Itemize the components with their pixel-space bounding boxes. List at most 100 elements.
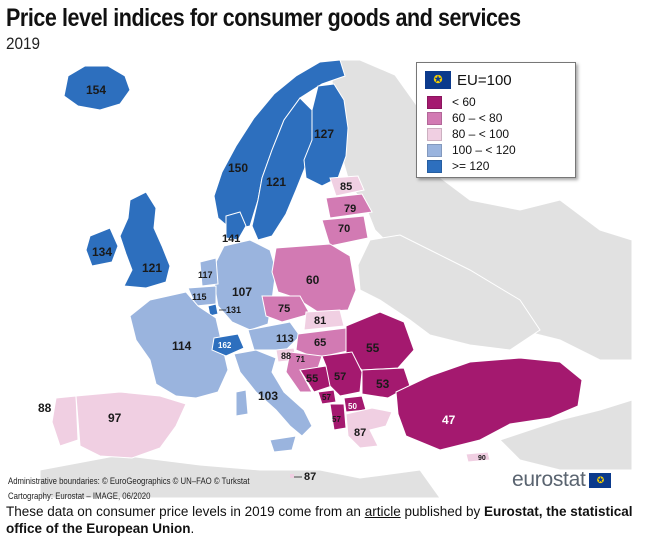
legend-swatch (427, 159, 442, 173)
eurostat-logo: eurostat ✪ (512, 468, 612, 492)
region-lithuania (321, 215, 369, 247)
legend-item: 80 – < 100 (427, 127, 509, 141)
region-sicily (269, 435, 297, 453)
region-austria (247, 321, 301, 351)
eu-flag-icon: ✪ (589, 472, 612, 488)
page-title: Price level indices for consumer goods a… (6, 4, 521, 32)
label-romania: 55 (366, 341, 380, 355)
label-sweden: 121 (266, 175, 286, 189)
label-croatia: 71 (296, 355, 305, 364)
region-latvia (325, 193, 373, 219)
label-portugal: 88 (38, 401, 52, 415)
region-malta (290, 474, 294, 478)
label-albania: 57 (332, 415, 341, 424)
land-belarus-ukraine (357, 234, 541, 351)
legend-label: 60 – < 80 (452, 111, 503, 125)
region-spain (75, 391, 187, 459)
label-austria: 113 (276, 333, 294, 345)
label-turkey: 47 (442, 413, 456, 427)
label-latvia: 79 (344, 203, 356, 215)
region-italy (233, 349, 313, 437)
legend-label: >= 120 (452, 159, 490, 173)
label-denmark: 141 (222, 233, 240, 245)
label-luxembourg: 131 (226, 305, 241, 315)
label-estonia: 85 (340, 181, 352, 193)
region-ireland (85, 227, 119, 267)
label-finland: 127 (314, 127, 334, 141)
caption-end: . (190, 521, 195, 536)
caption-text-2: published by (400, 504, 485, 519)
label-norway: 150 (228, 161, 248, 175)
region-luxembourg (207, 303, 219, 317)
map-credits: Administrative boundaries: © EuroGeograp… (8, 474, 250, 504)
legend-header: ✪ EU=100 (425, 69, 512, 91)
legend-label: 80 – < 100 (452, 127, 510, 141)
legend-item: 60 – < 80 (427, 111, 502, 125)
label-iceland: 154 (86, 83, 106, 97)
legend-label: 100 – < 120 (452, 143, 516, 157)
eu-flag-icon: ✪ (425, 71, 451, 89)
label-germany: 107 (232, 285, 252, 299)
legend-item: >= 120 (427, 159, 489, 173)
legend-item: 100 – < 120 (427, 143, 516, 157)
region-switzerland (211, 333, 245, 357)
label-belgium: 115 (192, 292, 207, 302)
label-italy: 103 (258, 389, 278, 403)
region-croatia (285, 351, 323, 393)
credits-cartography: Cartography: Eurostat – IMAGE, 06/2020 (8, 491, 151, 502)
region-netherlands (199, 257, 219, 287)
legend-swatch (427, 95, 442, 109)
region-finland (303, 83, 349, 187)
region-sardinia (235, 389, 249, 417)
label-spain: 97 (108, 411, 122, 425)
region-portugal (51, 395, 79, 447)
region-slovakia (303, 309, 345, 331)
page-subtitle: 2019 (6, 34, 41, 53)
label-north-macedonia: 50 (348, 402, 357, 411)
label-switzerland: 162 (218, 341, 232, 350)
label-czechia: 75 (278, 303, 290, 315)
label-bulgaria: 53 (376, 377, 390, 391)
label-malta: 87 (304, 471, 316, 483)
label-uk: 121 (142, 261, 162, 275)
label-hungary: 65 (314, 337, 326, 349)
article-link[interactable]: article (364, 504, 401, 519)
map-legend: ✪ EU=100 < 60 60 – < 80 80 – < 100 100 –… (416, 62, 576, 178)
region-norway (213, 59, 346, 231)
label-greece: 87 (354, 427, 366, 439)
label-netherlands: 117 (198, 270, 213, 280)
legend-label: < 60 (452, 95, 476, 109)
region-cyprus (465, 451, 491, 463)
region-denmark (225, 211, 247, 241)
label-poland: 60 (306, 273, 320, 287)
label-bosnia: 55 (306, 373, 318, 385)
region-serbia (321, 351, 363, 397)
legend-title: EU=100 (457, 71, 512, 89)
region-greece (345, 407, 393, 449)
region-estonia (329, 175, 365, 197)
brand-name: eurostat (512, 468, 586, 491)
legend-swatch (427, 143, 442, 157)
region-montenegro (317, 389, 337, 405)
label-lithuania: 70 (338, 223, 350, 235)
land-africa (39, 454, 441, 499)
caption: These data on consumer price levels in 2… (6, 503, 646, 537)
label-slovakia: 81 (314, 315, 326, 327)
legend-swatch (427, 127, 442, 141)
label-france: 114 (172, 339, 192, 353)
label-cyprus: 90 (478, 455, 486, 462)
credits-boundaries: Administrative boundaries: © EuroGeograp… (8, 476, 250, 487)
label-slovenia: 88 (281, 351, 291, 361)
land-middle-east (499, 399, 633, 471)
label-ireland: 134 (92, 245, 112, 259)
label-montenegro: 57 (322, 393, 331, 402)
region-uk (119, 191, 171, 289)
region-france (129, 291, 229, 399)
caption-publisher: Eurostat, the statistical office of the … (6, 504, 633, 536)
legend-item: < 60 (427, 95, 476, 109)
region-turkey (395, 357, 583, 451)
legend-swatch (427, 111, 442, 125)
region-iceland (63, 65, 131, 111)
caption-text: These data on consumer price levels in 2… (6, 504, 365, 519)
region-albania (329, 403, 347, 431)
